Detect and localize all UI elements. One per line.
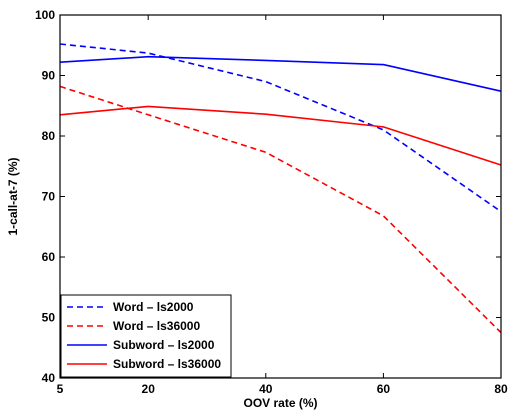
x-tick-label: 5	[57, 382, 64, 396]
x-tick-label: 40	[259, 382, 273, 396]
legend-label-4: Subword – ls36000	[113, 357, 221, 371]
y-tick-label: 80	[42, 129, 56, 143]
legend: Word – ls2000 Word – ls36000 Subword – ls2…	[60, 294, 232, 378]
x-tick-label: 80	[494, 382, 508, 396]
series-line-3	[59, 55, 502, 92]
x-axis-label: OOV rate (%)	[243, 396, 317, 410]
series-layer	[59, 43, 502, 334]
y-tick-label: 40	[42, 371, 56, 385]
y-axis-label: 1-call-at-7 (%)	[6, 157, 20, 235]
x-tick-label: 60	[377, 382, 391, 396]
y-tick-label: 70	[42, 190, 56, 204]
y-tick-label: 90	[42, 69, 56, 83]
y-tick-label: 50	[42, 311, 56, 325]
series-line-2	[59, 85, 502, 334]
series-line-1	[59, 43, 502, 213]
legend-label-3: Subword – ls2000	[113, 338, 215, 352]
legend-label-2: Word – ls36000	[113, 319, 200, 333]
legend-label-1: Word – ls2000	[113, 300, 194, 314]
y-tick-label: 60	[42, 250, 56, 264]
series-line-4	[59, 105, 502, 166]
x-tick-label: 20	[142, 382, 156, 396]
y-tick-label: 100	[35, 8, 55, 22]
